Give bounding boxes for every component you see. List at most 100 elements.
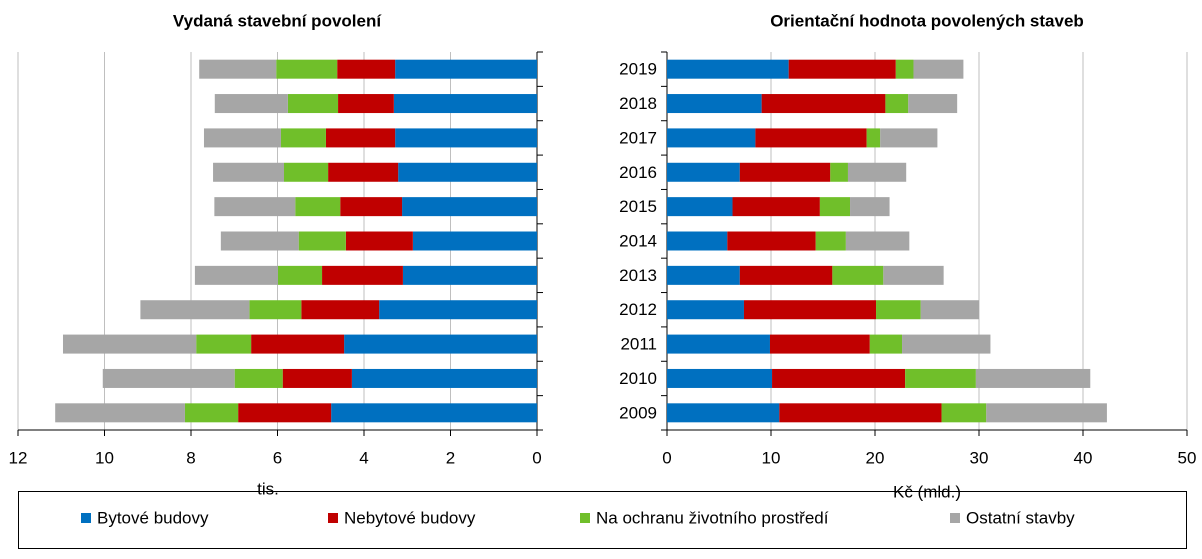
bar <box>351 368 537 388</box>
bar <box>203 128 281 148</box>
bar <box>214 197 296 217</box>
x-tick-label: 0 <box>532 448 541 467</box>
bar <box>398 162 537 182</box>
bar <box>986 403 1107 423</box>
x-tick-label: 2 <box>446 448 455 467</box>
bar <box>251 334 345 354</box>
bar <box>199 59 277 79</box>
x-axis-label: tis. <box>257 479 279 498</box>
bar <box>908 94 958 114</box>
bar <box>395 128 537 148</box>
y-tick-label: 2016 <box>619 163 657 182</box>
bar <box>739 162 831 182</box>
bar <box>395 59 537 79</box>
bar <box>344 334 537 354</box>
y-tick-label: 2010 <box>619 369 657 388</box>
bar <box>667 59 789 79</box>
bar <box>667 300 744 320</box>
legend-label: Bytové budovy <box>97 508 209 527</box>
bar <box>667 403 780 423</box>
bar <box>941 403 987 423</box>
bar <box>277 265 323 285</box>
bar <box>238 403 332 423</box>
bar <box>845 231 910 251</box>
bar <box>328 162 399 182</box>
bar <box>62 334 197 354</box>
x-tick-label: 10 <box>95 448 114 467</box>
y-tick-label: 2019 <box>619 60 657 79</box>
bar <box>667 368 773 388</box>
x-tick-label: 8 <box>186 448 195 467</box>
bar <box>819 197 851 217</box>
bar <box>331 403 537 423</box>
bar <box>755 128 867 148</box>
x-tick-label: 20 <box>866 448 885 467</box>
bar <box>667 231 728 251</box>
legend-swatch <box>81 513 91 523</box>
y-tick-label: 2017 <box>619 128 657 147</box>
bar <box>234 368 283 388</box>
bar <box>325 128 396 148</box>
bar <box>830 162 848 182</box>
bar <box>667 128 756 148</box>
legend-swatch <box>580 513 590 523</box>
x-tick-label: 30 <box>970 448 989 467</box>
legend-label: Ostatní stavby <box>966 508 1075 527</box>
y-tick-label: 2013 <box>619 266 657 285</box>
bar <box>393 94 537 114</box>
bar <box>883 265 944 285</box>
bar <box>772 368 906 388</box>
bar <box>379 300 537 320</box>
y-tick-label: 2018 <box>619 94 657 113</box>
bar <box>337 59 396 79</box>
bar <box>412 231 537 251</box>
bar <box>55 403 185 423</box>
bar <box>402 197 537 217</box>
bar <box>667 94 762 114</box>
x-tick-label: 4 <box>359 448 368 467</box>
y-tick-label: 2012 <box>619 300 657 319</box>
bar <box>815 231 846 251</box>
bar <box>184 403 239 423</box>
bar <box>322 265 403 285</box>
bar <box>194 265 278 285</box>
bar <box>340 197 403 217</box>
bar <box>850 197 890 217</box>
bar <box>832 265 884 285</box>
chart-title: Vydaná stavební povolení <box>173 11 382 30</box>
bar <box>345 231 413 251</box>
bar <box>214 94 288 114</box>
x-tick-label: 40 <box>1074 448 1093 467</box>
bar <box>280 128 326 148</box>
bar <box>880 128 938 148</box>
bar <box>667 334 770 354</box>
bar <box>902 334 991 354</box>
bar <box>249 300 302 320</box>
bar <box>402 265 537 285</box>
legend-label: Na ochranu životního prostředí <box>596 508 829 527</box>
bar <box>196 334 252 354</box>
x-tick-label: 6 <box>273 448 282 467</box>
bar <box>102 368 235 388</box>
bar <box>866 128 881 148</box>
y-tick-label: 2011 <box>620 335 657 354</box>
y-tick-label: 2014 <box>619 231 657 250</box>
bar <box>885 94 909 114</box>
bar <box>667 265 740 285</box>
legend-swatch <box>328 513 338 523</box>
legend-box <box>18 491 1187 549</box>
bar <box>913 59 964 79</box>
bar <box>905 368 976 388</box>
bar <box>732 197 820 217</box>
bar <box>847 162 907 182</box>
bar <box>869 334 903 354</box>
bar <box>895 59 914 79</box>
x-tick-label: 12 <box>9 448 28 467</box>
bar <box>295 197 341 217</box>
bar <box>298 231 346 251</box>
x-tick-label: 50 <box>1178 448 1197 467</box>
y-tick-label: 2009 <box>619 403 657 422</box>
bar <box>301 300 380 320</box>
bar <box>282 368 352 388</box>
